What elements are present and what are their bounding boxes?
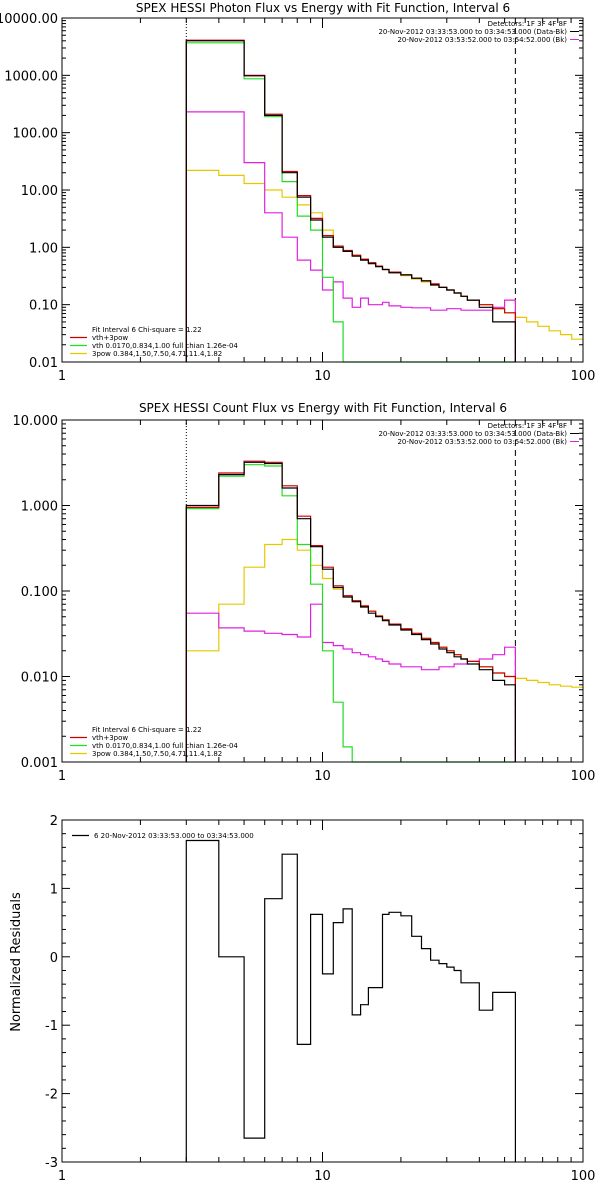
y-tick-label: -1 <box>45 1019 58 1034</box>
legend-line: 3pow 0.384,1.50,7.50,4.71,11.4,1.82 <box>92 350 222 358</box>
y-tick-label: 2 <box>50 814 58 829</box>
legend-line: Fit Interval 6 Chi-square = 1.22 <box>92 726 202 734</box>
y-tick-label: 0.001 <box>21 756 58 771</box>
residuals-y-axis-label: Normalized Residuals <box>9 892 24 1032</box>
panel-photon-flux: SPEX HESSI Photon Flux vs Energy with Fi… <box>0 1 595 384</box>
panel-residuals: Normalized Residuals -3 -2 -1 0 1 2 1 10 100 6 20… <box>9 814 595 1184</box>
series-data-step-line <box>185 839 516 1162</box>
legend-line: Detectors: 1F 3F 4F 8F <box>488 20 567 28</box>
legend-line: vth+3pow <box>92 734 128 742</box>
x-tick-label: 100 <box>571 769 596 784</box>
y-tick-label: 100.00 <box>13 127 59 142</box>
y-tick-label: 10.00 <box>21 184 58 199</box>
residuals-axes-frame <box>61 819 584 1163</box>
x-tick-label: 10 <box>314 369 331 384</box>
photon-flux-title: SPEX HESSI Photon Flux vs Energy with Fi… <box>136 1 510 15</box>
series-data-step-line <box>185 40 516 362</box>
y-tick-label: 0.01 <box>29 356 58 371</box>
y-tick-label: 1000.00 <box>4 69 58 84</box>
photon-flux-marks: 0.01 0.10 1.00 10.00 100.00 1000.00 10000.00 1 1… <box>0 12 595 384</box>
x-tick-label: 1 <box>58 1169 66 1184</box>
x-tick-label: 100 <box>571 369 596 384</box>
x-tick-label: 10 <box>314 1169 331 1184</box>
count-flux-title: SPEX HESSI Count Flux vs Energy with Fit… <box>139 401 507 415</box>
y-tick-label: 0.010 <box>21 671 58 686</box>
count-flux-axes-frame <box>61 419 584 763</box>
series-bk-step-line <box>185 111 516 362</box>
legend-line: Fit Interval 6 Chi-square = 1.22 <box>92 326 202 334</box>
legend-line: 3pow 0.384,1.50,7.50,4.71,11.4,1.82 <box>92 750 222 758</box>
legend-line: Detectors: 1F 3F 4F 8F <box>488 422 567 430</box>
y-tick-label: 0.10 <box>29 299 58 314</box>
count-flux-marks: 0.001 0.010 0.100 1.000 10.000 1 10 100 Detector… <box>13 414 596 784</box>
legend-line: vth+3pow <box>92 334 128 342</box>
x-tick-label: 1 <box>58 369 66 384</box>
y-tick-label: 1.00 <box>29 241 58 256</box>
y-tick-label: -3 <box>45 1156 58 1171</box>
legend-line: vth 0.0170,0.834,1.00 full chian 1.26e-0… <box>92 742 238 750</box>
y-tick-label: 0 <box>50 951 58 966</box>
legend-line: 20-Nov-2012 03:53:52.000 to 03:54:52.000… <box>397 438 567 446</box>
y-tick-label: 10.000 <box>13 414 59 429</box>
y-tick-label: -2 <box>45 1088 58 1103</box>
y-tick-label: 1.000 <box>21 500 58 515</box>
y-tick-label: 1 <box>50 882 58 897</box>
x-tick-label: 100 <box>571 1169 596 1184</box>
x-tick-label: 10 <box>314 769 331 784</box>
legend-line: 20-Nov-2012 03:33:53.000 to 03:34:53.000… <box>378 430 567 438</box>
panel-count-flux: SPEX HESSI Count Flux vs Energy with Fit… <box>13 401 596 784</box>
series-data-step-line <box>185 461 516 762</box>
photon-flux-axes-frame <box>61 17 584 363</box>
legend-line: 20-Nov-2012 03:33:53.000 to 03:34:53.000… <box>378 28 567 36</box>
legend-line: 6 20-Nov-2012 03:33:53.000 to 03:34:53.0… <box>94 832 254 840</box>
legend-line: vth 0.0170,0.834,1.00 full chian 1.26e-0… <box>92 342 238 350</box>
legend-line: 20-Nov-2012 03:53:52.000 to 03:54:52.000… <box>397 36 567 44</box>
y-tick-label: 10000.00 <box>0 12 58 27</box>
x-tick-label: 1 <box>58 769 66 784</box>
y-tick-label: 0.100 <box>21 585 58 600</box>
